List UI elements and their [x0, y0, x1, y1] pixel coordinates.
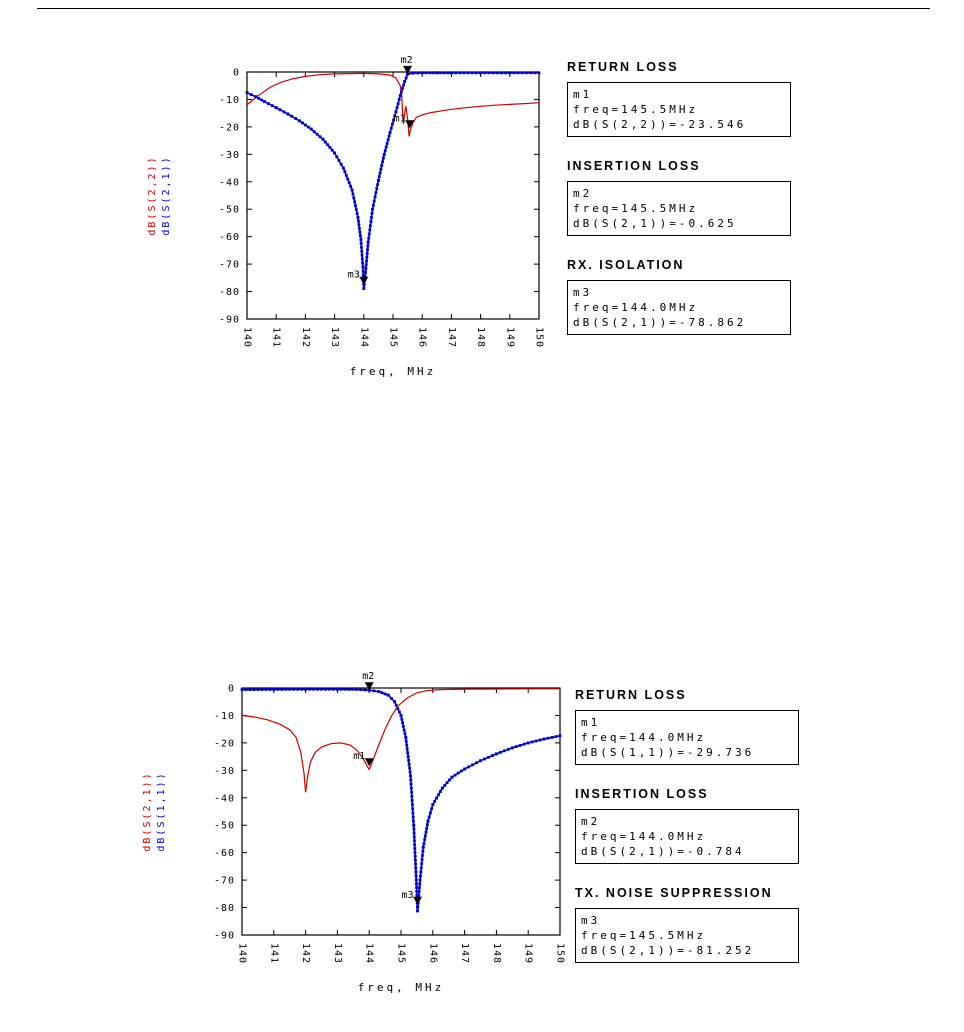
svg-text:freq, MHz: freq, MHz — [358, 981, 445, 994]
svg-text:146: 146 — [417, 327, 428, 348]
figure-tx-response: 140 141 142 143 144 145 146 147 148 149 150 0 -10 -20… — [140, 656, 880, 1016]
marker-panel-tx-noise-suppression: TX. NOISE SUPPRESSION m3 freq=145.5MHz d… — [575, 886, 825, 963]
svg-text:-20: -20 — [214, 738, 235, 749]
svg-text:m2: m2 — [401, 55, 413, 66]
svg-text:-40: -40 — [214, 793, 235, 804]
marker-freq: freq=144.0MHz — [581, 830, 707, 843]
svg-text:0: 0 — [233, 68, 240, 79]
marker-name: m3 — [573, 286, 593, 299]
svg-text:150: 150 — [555, 943, 566, 964]
svg-text:dB(S(2,1)): dB(S(2,1)) — [142, 771, 153, 851]
svg-text:m2: m2 — [362, 671, 374, 682]
marker-name: m1 — [581, 716, 601, 729]
svg-text:140: 140 — [237, 943, 248, 964]
svg-text:dB(S(2,2)): dB(S(2,2)) — [147, 155, 158, 235]
panel-title: RETURN LOSS — [567, 60, 679, 74]
svg-text:144: 144 — [358, 327, 369, 348]
marker-readout-box: m2 freq=144.0MHz dB(S(2,1))=-0.784 — [575, 809, 799, 864]
svg-text:149: 149 — [523, 943, 534, 964]
svg-text:140: 140 — [242, 327, 253, 348]
rx-sparameter-chart: 140 141 142 143 144 145 146 147 148 149 150 0 -10 -20… — [147, 55, 545, 378]
marker-readout-box: m1 freq=144.0MHz dB(S(1,1))=-29.736 — [575, 710, 799, 765]
svg-text:freq, MHz: freq, MHz — [350, 365, 437, 378]
panel-title: INSERTION LOSS — [567, 159, 701, 173]
svg-text:141: 141 — [271, 327, 282, 348]
svg-text:146: 146 — [427, 943, 438, 964]
marker-freq: freq=145.5MHz — [581, 929, 707, 942]
marker-panel-insertion-loss: INSERTION LOSS m2 freq=145.5MHz dB(S(2,1… — [567, 159, 812, 236]
svg-text:m1: m1 — [394, 113, 406, 124]
svg-text:-40: -40 — [219, 177, 240, 188]
svg-text:-60: -60 — [219, 232, 240, 243]
marker-freq: freq=145.5MHz — [573, 202, 699, 215]
marker-value: dB(S(1,1))=-29.736 — [581, 746, 755, 759]
svg-text:143: 143 — [332, 943, 343, 964]
marker-freq: freq=145.5MHz — [573, 103, 699, 116]
svg-text:-50: -50 — [219, 205, 240, 216]
svg-text:145: 145 — [388, 327, 399, 348]
svg-text:145: 145 — [396, 943, 407, 964]
marker-freq: freq=144.0MHz — [581, 731, 707, 744]
marker-value: dB(S(2,2))=-23.546 — [573, 118, 747, 131]
marker-name: m2 — [573, 187, 593, 200]
svg-text:-30: -30 — [214, 766, 235, 777]
svg-text:142: 142 — [300, 327, 311, 348]
svg-text:0: 0 — [228, 684, 235, 695]
svg-text:m3: m3 — [348, 270, 360, 281]
svg-text:148: 148 — [475, 327, 486, 348]
svg-text:143: 143 — [329, 327, 340, 348]
svg-text:dB(S(2,1)): dB(S(2,1)) — [161, 155, 172, 235]
rx-marker-annotations: RETURN LOSS m1 freq=145.5MHz dB(S(2,2))=… — [567, 60, 812, 357]
svg-text:-50: -50 — [214, 821, 235, 832]
svg-text:-30: -30 — [219, 150, 240, 161]
marker-value: dB(S(2,1))=-0.784 — [581, 845, 745, 858]
tx-sparameter-chart: 140 141 142 143 144 145 146 147 148 149 150 0 -10 -20… — [142, 671, 566, 994]
marker-readout-box: m1 freq=145.5MHz dB(S(2,2))=-23.546 — [567, 82, 791, 137]
marker-value: dB(S(2,1))=-78.862 — [573, 316, 747, 329]
svg-text:147: 147 — [459, 943, 470, 964]
marker-name: m3 — [581, 914, 601, 927]
marker-name: m2 — [581, 815, 601, 828]
marker-panel-return-loss: RETURN LOSS m1 freq=144.0MHz dB(S(1,1))=… — [575, 688, 825, 765]
marker-freq: freq=144.0MHz — [573, 301, 699, 314]
svg-text:141: 141 — [268, 943, 279, 964]
svg-text:147: 147 — [446, 327, 457, 348]
panel-title: INSERTION LOSS — [575, 787, 709, 801]
svg-text:148: 148 — [491, 943, 502, 964]
svg-text:-70: -70 — [214, 876, 235, 887]
figure-rx-response: 140 141 142 143 144 145 146 147 148 149 150 0 -10 -20… — [145, 40, 885, 400]
svg-text:-10: -10 — [219, 95, 240, 106]
svg-text:m3: m3 — [402, 890, 414, 901]
marker-name: m1 — [573, 88, 593, 101]
svg-text:149: 149 — [504, 327, 515, 348]
svg-text:-80: -80 — [214, 903, 235, 914]
svg-text:-80: -80 — [219, 287, 240, 298]
marker-value: dB(S(2,1))=-0.625 — [573, 217, 737, 230]
marker-readout-box: m3 freq=144.0MHz dB(S(2,1))=-78.862 — [567, 280, 791, 335]
marker-readout-box: m2 freq=145.5MHz dB(S(2,1))=-0.625 — [567, 181, 791, 236]
svg-text:-20: -20 — [219, 122, 240, 133]
panel-title: RETURN LOSS — [575, 688, 687, 702]
panel-title: RX. ISOLATION — [567, 258, 685, 272]
svg-text:142: 142 — [300, 943, 311, 964]
marker-value: dB(S(2,1))=-81.252 — [581, 944, 755, 957]
panel-title: TX. NOISE SUPPRESSION — [575, 886, 773, 900]
marker-readout-box: m3 freq=145.5MHz dB(S(2,1))=-81.252 — [575, 908, 799, 963]
marker-panel-rx-isolation: RX. ISOLATION m3 freq=144.0MHz dB(S(2,1)… — [567, 258, 812, 335]
svg-text:-60: -60 — [214, 848, 235, 859]
page-top-rule — [37, 8, 930, 9]
svg-text:-90: -90 — [214, 931, 235, 942]
svg-text:-90: -90 — [219, 315, 240, 326]
svg-text:150: 150 — [534, 327, 545, 348]
svg-text:-10: -10 — [214, 711, 235, 722]
svg-text:dB(S(1,1)): dB(S(1,1)) — [156, 771, 167, 851]
svg-text:m1: m1 — [353, 751, 365, 762]
svg-text:-70: -70 — [219, 260, 240, 271]
marker-panel-return-loss: RETURN LOSS m1 freq=145.5MHz dB(S(2,2))=… — [567, 60, 812, 137]
tx-marker-annotations: RETURN LOSS m1 freq=144.0MHz dB(S(1,1))=… — [575, 688, 825, 985]
marker-panel-insertion-loss: INSERTION LOSS m2 freq=144.0MHz dB(S(2,1… — [575, 787, 825, 864]
svg-text:144: 144 — [364, 943, 375, 964]
